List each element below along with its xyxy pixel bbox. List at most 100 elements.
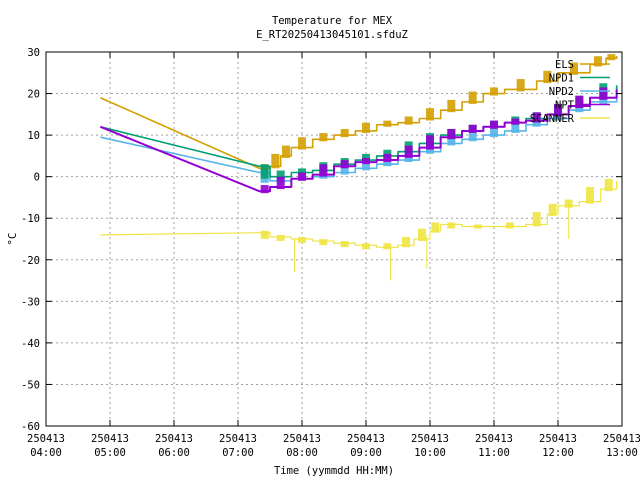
x-tick-date-label: 250413	[411, 433, 449, 445]
legend-label-npt: NPT	[555, 100, 575, 112]
x-tick-time-label: 06:00	[158, 447, 190, 459]
series-noise-npt	[447, 128, 456, 140]
chart-subtitle: E_RT20250413045101.sfduZ	[256, 29, 408, 41]
series-noise-els	[516, 79, 525, 92]
y-tick-label: 0	[34, 172, 40, 184]
y-tick-label: 30	[27, 47, 40, 59]
series-noise-els	[383, 120, 392, 127]
legend-label-els: ELS	[555, 59, 574, 71]
series-noise-els	[298, 137, 306, 150]
series-noise-els	[362, 122, 370, 133]
series-noise-els	[426, 108, 434, 121]
series-line-npt	[100, 89, 618, 193]
series-noise-els	[570, 62, 578, 75]
series-noise-npt	[298, 172, 306, 181]
series-noise-npt	[468, 124, 477, 133]
series-noise-npd1	[383, 149, 392, 158]
x-tick-time-label: 11:00	[478, 447, 510, 459]
x-axis-label: Time (yymmdd HH:MM)	[274, 465, 394, 477]
x-tick-date-label: 250413	[603, 433, 640, 445]
series-noise-npt	[340, 160, 349, 169]
x-tick-time-label: 13:00	[606, 447, 638, 459]
series-noise-scanner	[604, 178, 613, 192]
series-noise-npt	[599, 87, 608, 100]
series-line-npd2	[100, 93, 618, 182]
y-tick-label: -50	[21, 379, 40, 391]
x-tick-date-label: 250413	[91, 433, 129, 445]
series-noise-npd1	[362, 153, 370, 163]
series-noise-npd1	[298, 168, 306, 175]
series-line-els	[100, 56, 618, 170]
series-noise-scanner	[298, 237, 306, 244]
series-noise-scanner	[340, 241, 349, 248]
series-noise-npt	[426, 135, 434, 150]
series-noise-scanner	[506, 222, 514, 229]
y-tick-label: -20	[21, 255, 40, 267]
series-noise-scanner	[474, 224, 482, 229]
series-noise-npt	[575, 95, 584, 109]
series-noise-scanner	[260, 230, 269, 239]
series-noise-scanner	[431, 222, 440, 233]
series-noise-npt	[532, 112, 541, 123]
series-lines	[100, 54, 618, 281]
series-noise-els	[319, 133, 328, 142]
series-noise-els	[447, 99, 456, 113]
series-noise-npt	[260, 185, 269, 194]
series-noise-els	[490, 87, 498, 96]
series-noise-npd2	[362, 162, 370, 171]
y-axis-ticks: 30 20 10 0 -10 -20 -30 -40 -50 -60	[21, 47, 622, 433]
series-noise-npt	[511, 118, 520, 125]
x-tick-time-label: 08:00	[286, 447, 318, 459]
x-axis-ticks: 250413 04:00 250413 05:00 250413 06:00 250413 0…	[27, 52, 640, 459]
series-noise-scanner	[532, 212, 541, 227]
x-tick-date-label: 250413	[347, 433, 385, 445]
x-tick-date-label: 250413	[27, 433, 65, 445]
series-line-scanner	[100, 180, 618, 248]
x-tick-date-label: 250413	[155, 433, 193, 445]
x-tick-date-label: 250413	[539, 433, 577, 445]
series-noise-npd2	[511, 122, 520, 133]
x-tick-date-label: 250413	[475, 433, 513, 445]
series-noise-npt	[362, 158, 370, 165]
series-noise-npd2	[490, 128, 498, 138]
plot-frame	[45, 51, 623, 427]
series-noise-npd2	[383, 158, 392, 167]
series-noise-scanner	[418, 228, 426, 241]
legend-label-npd1: NPD1	[549, 73, 574, 85]
x-tick-time-label: 04:00	[30, 447, 62, 459]
series-noise-scanner	[362, 243, 370, 250]
grid-lines	[46, 52, 622, 426]
series-noise-scanner	[447, 222, 456, 229]
x-tick-time-label: 09:00	[350, 447, 382, 459]
x-tick-time-label: 10:00	[414, 447, 446, 459]
series-noise-npt	[490, 120, 498, 129]
series-noise-els	[404, 116, 413, 125]
y-tick-label: 10	[27, 130, 40, 142]
series-noise-els	[468, 91, 477, 104]
x-tick-date-label: 250413	[283, 433, 321, 445]
series-noise-npd2	[447, 137, 456, 146]
series-noise-npt	[404, 145, 413, 158]
series-noise-els	[271, 153, 280, 169]
series-noise-npd2	[468, 133, 477, 142]
series-noise-els	[282, 145, 290, 158]
series-noise-npd1	[260, 164, 269, 179]
x-tick-time-label: 12:00	[542, 447, 574, 459]
legend-label-scanner: SCANNER	[530, 113, 575, 125]
chart-title: Temperature for MEX	[272, 15, 393, 27]
series-noise-npt	[383, 153, 392, 163]
series-noise-npt	[319, 164, 328, 177]
series-noise-scanner	[383, 243, 392, 250]
x-tick-date-label: 250413	[219, 433, 257, 445]
y-tick-label: -60	[21, 421, 40, 433]
series-noise-scanner	[319, 239, 328, 246]
y-tick-label: -40	[21, 338, 40, 350]
legend-label-npd2: NPD2	[549, 86, 574, 98]
series-noise-scanner	[402, 237, 410, 248]
series-noise-scanner	[586, 187, 594, 204]
series-noise-els	[607, 54, 616, 61]
series-noise-npd1	[276, 170, 285, 179]
x-tick-time-label: 07:00	[222, 447, 254, 459]
